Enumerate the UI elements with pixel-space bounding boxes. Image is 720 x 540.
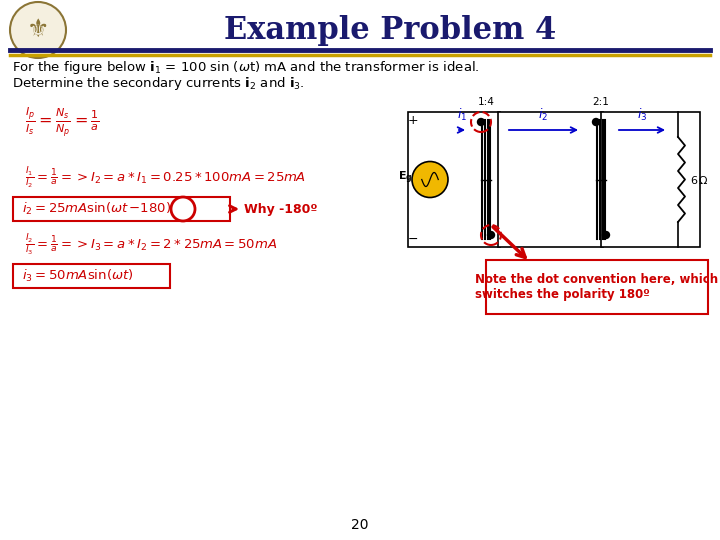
Bar <box>498 112 603 247</box>
Text: 20: 20 <box>351 518 369 532</box>
Text: 1:4: 1:4 <box>477 97 495 107</box>
Text: $6\,\Omega$: $6\,\Omega$ <box>690 173 709 186</box>
Text: $\frac{I_2}{I_3} = \frac{1}{a} => I_3 = a * I_2 = 2*25mA = 50mA$: $\frac{I_2}{I_3} = \frac{1}{a} => I_3 = … <box>25 232 277 258</box>
Text: Note the dot convention here, which
switches the polarity 180º: Note the dot convention here, which swit… <box>475 273 719 301</box>
Text: Determine the secondary currents $\mathit{\mathbf{i}}_2$ and $\mathit{\mathbf{i}: Determine the secondary currents $\mathi… <box>12 75 305 91</box>
Text: $\mathit{i_1}$: $\mathit{i_1}$ <box>457 107 467 123</box>
Text: $i_3 = 50mA\sin(\omega t)$: $i_3 = 50mA\sin(\omega t)$ <box>22 268 133 284</box>
Text: ⚜: ⚜ <box>27 18 49 42</box>
Circle shape <box>603 232 610 239</box>
Circle shape <box>477 118 485 125</box>
Text: Example Problem 4: Example Problem 4 <box>224 15 556 45</box>
Bar <box>408 112 500 247</box>
Text: $i_2 = 25mA\sin(\omega t\,{-180})$: $i_2 = 25mA\sin(\omega t\,{-180})$ <box>22 201 171 217</box>
Circle shape <box>487 232 495 239</box>
Text: $\frac{I_p}{I_s} = \frac{N_s}{N_p} = \frac{1}{a}$: $\frac{I_p}{I_s} = \frac{N_s}{N_p} = \fr… <box>25 105 99 139</box>
Text: $\frac{I_1}{I_2} = \frac{1}{a} => I_2 = a * I_1 = 0.25*100mA = 25mA$: $\frac{I_1}{I_2} = \frac{1}{a} => I_2 = … <box>25 165 306 191</box>
Text: 2:1: 2:1 <box>593 97 609 107</box>
FancyBboxPatch shape <box>13 197 230 221</box>
Circle shape <box>412 161 448 198</box>
Text: For the figure below $\mathit{\mathbf{i}}_1$ = 100 sin ($\omega$t) mA and the tr: For the figure below $\mathit{\mathbf{i}… <box>12 59 480 77</box>
FancyBboxPatch shape <box>486 260 708 314</box>
Circle shape <box>10 2 66 58</box>
Text: $\mathbf{E_g}$: $\mathbf{E_g}$ <box>398 170 413 186</box>
Bar <box>601 112 700 247</box>
Text: +: + <box>408 113 418 126</box>
Text: Why -180º: Why -180º <box>244 202 318 215</box>
Circle shape <box>593 118 600 125</box>
Text: −: − <box>408 233 418 246</box>
FancyBboxPatch shape <box>13 264 170 288</box>
Text: $\mathit{i_3}$: $\mathit{i_3}$ <box>636 107 647 123</box>
Text: $\mathit{i_2}$: $\mathit{i_2}$ <box>539 107 549 123</box>
